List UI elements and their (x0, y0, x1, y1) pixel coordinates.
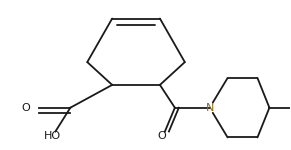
Text: HO: HO (44, 131, 61, 141)
Text: O: O (157, 131, 166, 141)
Text: O: O (21, 103, 30, 113)
Text: N: N (205, 103, 214, 113)
